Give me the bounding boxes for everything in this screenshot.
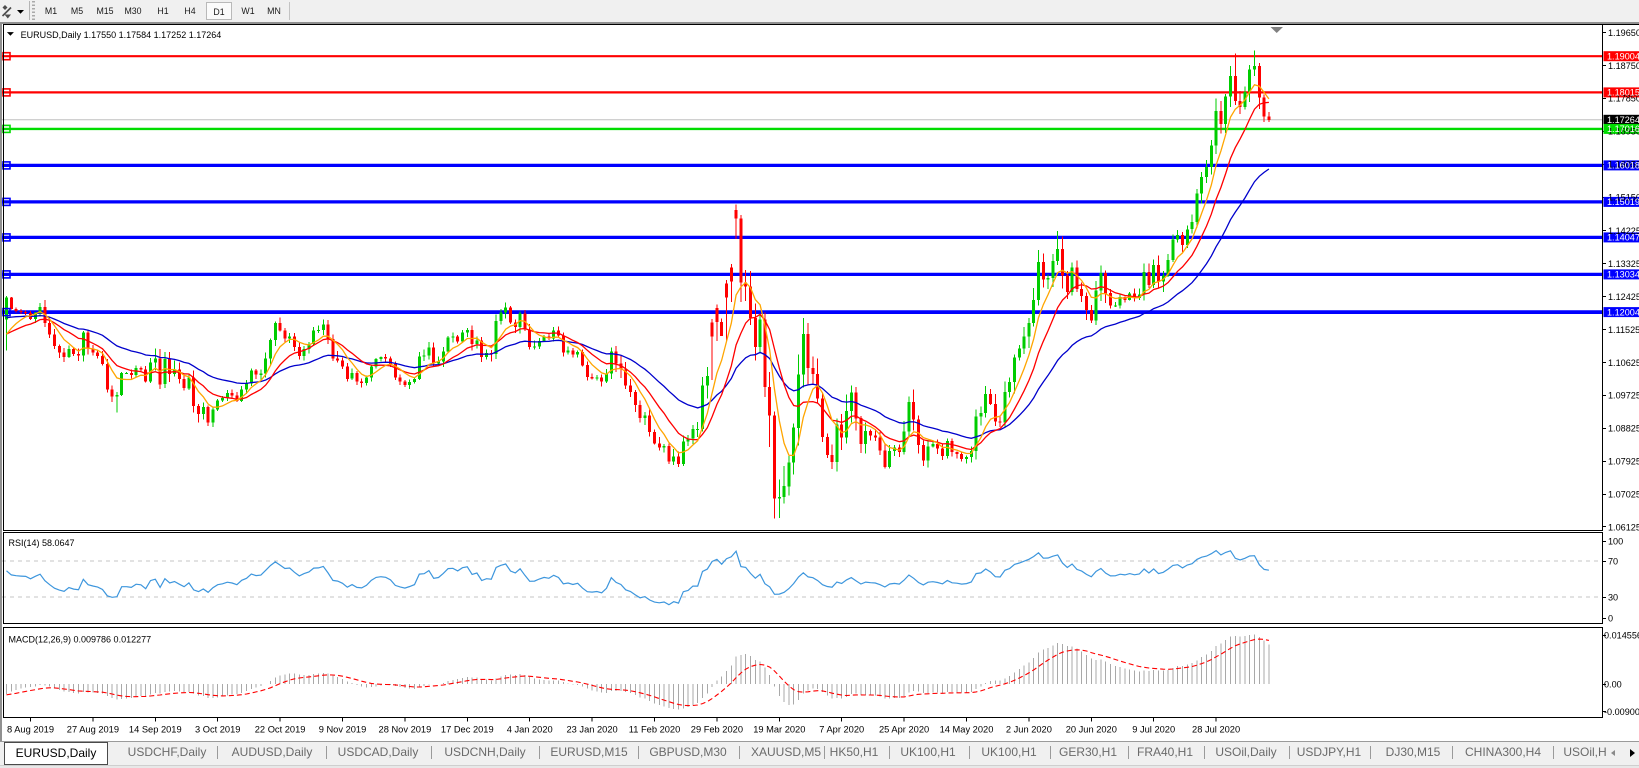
svg-text:1.13325: 1.13325 (1608, 259, 1639, 269)
svg-text:1.07925: 1.07925 (1608, 457, 1639, 467)
svg-text:1.14047: 1.14047 (1607, 233, 1639, 243)
svg-text:30: 30 (1608, 592, 1618, 602)
svg-text:29 Feb 2020: 29 Feb 2020 (691, 725, 743, 735)
svg-text:28 Nov 2019: 28 Nov 2019 (379, 725, 432, 735)
svg-text:1.17016: 1.17016 (1607, 124, 1639, 134)
svg-text:1.07025: 1.07025 (1608, 489, 1639, 499)
svg-text:1.16950: 1.16950 (1608, 127, 1639, 137)
svg-text:1.12425: 1.12425 (1608, 292, 1639, 302)
svg-text:2 Jun 2020: 2 Jun 2020 (1006, 725, 1052, 735)
svg-text:1.19650: 1.19650 (1608, 28, 1639, 38)
svg-text:1.16018: 1.16018 (1607, 161, 1639, 171)
svg-text:1.18015: 1.18015 (1607, 88, 1639, 98)
svg-text:23 Jan 2020: 23 Jan 2020 (567, 725, 618, 735)
svg-text:1.08825: 1.08825 (1608, 424, 1639, 434)
svg-text:0: 0 (1608, 614, 1613, 624)
svg-text:8 Aug 2019: 8 Aug 2019 (7, 725, 54, 735)
svg-text:70: 70 (1608, 556, 1618, 566)
svg-text:1.09725: 1.09725 (1608, 391, 1639, 401)
svg-text:17 Dec 2019: 17 Dec 2019 (441, 725, 494, 735)
svg-text:1.14225: 1.14225 (1608, 226, 1639, 236)
svg-text:22 Oct 2019: 22 Oct 2019 (255, 725, 306, 735)
svg-text:3 Oct 2019: 3 Oct 2019 (195, 725, 240, 735)
svg-text:28 Jul 2020: 28 Jul 2020 (1192, 725, 1240, 735)
svg-text:9 Nov 2019: 9 Nov 2019 (319, 725, 367, 735)
svg-text:1.17850: 1.17850 (1608, 94, 1639, 104)
svg-text:11 Feb 2020: 11 Feb 2020 (629, 725, 681, 735)
svg-text:1.18750: 1.18750 (1608, 61, 1639, 71)
svg-text:1.17264: 1.17264 (1607, 115, 1639, 125)
svg-text:14 Sep 2019: 14 Sep 2019 (129, 725, 182, 735)
svg-text:1.06125: 1.06125 (1608, 522, 1639, 532)
svg-text:1.16050: 1.16050 (1608, 160, 1639, 170)
svg-text:1.15150: 1.15150 (1608, 192, 1639, 202)
svg-text:20 Jun 2020: 20 Jun 2020 (1066, 725, 1117, 735)
svg-text:4 Jan 2020: 4 Jan 2020 (507, 725, 553, 735)
svg-text:EURUSD,Daily 1.17550 1.17584: EURUSD,Daily 1.17550 1.17584 1.17252 1.1… (21, 30, 222, 40)
svg-text:19 Mar 2020: 19 Mar 2020 (753, 725, 805, 735)
svg-text:1.11525: 1.11525 (1608, 325, 1639, 335)
svg-text:1.13034: 1.13034 (1607, 270, 1639, 280)
svg-text:9 Jul 2020: 9 Jul 2020 (1132, 725, 1175, 735)
svg-text:100: 100 (1608, 536, 1623, 546)
svg-text:1.10625: 1.10625 (1608, 358, 1639, 368)
svg-text:0.00: 0.00 (1604, 680, 1622, 690)
svg-text:1.15019: 1.15019 (1607, 197, 1639, 207)
svg-text:MACD(12,26,9) 0.009786 0.01227: MACD(12,26,9) 0.009786 0.012277 (9, 635, 152, 645)
svg-text:0.014556: 0.014556 (1604, 631, 1639, 641)
svg-text:7 Apr 2020: 7 Apr 2020 (819, 725, 864, 735)
svg-text:25 Apr 2020: 25 Apr 2020 (879, 725, 929, 735)
svg-text:RSI(14) 58.0647: RSI(14) 58.0647 (9, 538, 75, 548)
svg-text:1.19004: 1.19004 (1607, 52, 1639, 62)
svg-text:-0.009001: -0.009001 (1604, 707, 1639, 717)
svg-text:14 May 2020: 14 May 2020 (940, 725, 994, 735)
svg-text:1.12004: 1.12004 (1607, 307, 1639, 317)
svg-text:27 Aug 2019: 27 Aug 2019 (67, 725, 119, 735)
